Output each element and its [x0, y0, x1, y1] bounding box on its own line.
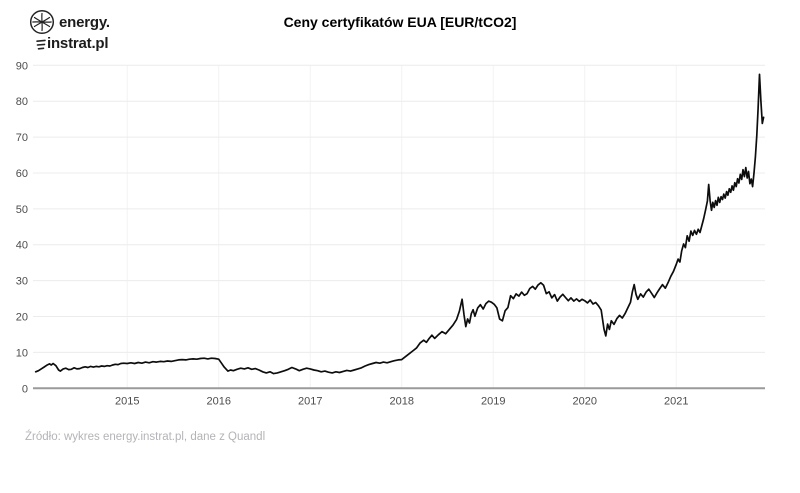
- bulb-base-icon: [36, 39, 46, 50]
- price-line: [34, 73, 765, 375]
- x-axis-tick-label: 2019: [481, 395, 505, 407]
- y-axis-tick-label: 20: [16, 312, 28, 324]
- x-axis-tick-label: 2018: [390, 395, 414, 407]
- y-axis-tick-label: 0: [22, 383, 28, 395]
- y-axis-tick-label: 10: [16, 347, 28, 359]
- energy-instrat-logo: energy. instrat.pl: [25, 8, 145, 56]
- x-axis-tick-label: 2015: [115, 395, 139, 407]
- x-axis-tick-label: 2017: [298, 395, 322, 407]
- y-axis-tick-label: 80: [16, 96, 28, 108]
- logo-text-energy: energy.: [59, 14, 110, 31]
- x-axis-tick-label: 2021: [664, 395, 688, 407]
- x-axis-tick-label: 2020: [573, 395, 597, 407]
- y-axis-tick-label: 30: [16, 276, 28, 288]
- x-axis-tick-label: 2016: [207, 395, 231, 407]
- source-note: Źródło: wykres energy.instrat.pl, dane z…: [25, 431, 266, 443]
- y-axis-tick-label: 60: [16, 168, 28, 180]
- y-axis-tick-label: 70: [16, 132, 28, 144]
- y-axis-tick-label: 40: [16, 240, 28, 252]
- logo-text-instrat: instrat.pl: [47, 35, 109, 52]
- chart-title: Ceny certyfikatów EUA [EUR/tCO2]: [283, 14, 517, 30]
- lightbulb-sketch-icon: [29, 9, 55, 35]
- y-axis-tick-label: 90: [16, 60, 28, 72]
- y-axis-tick-label: 50: [16, 204, 28, 216]
